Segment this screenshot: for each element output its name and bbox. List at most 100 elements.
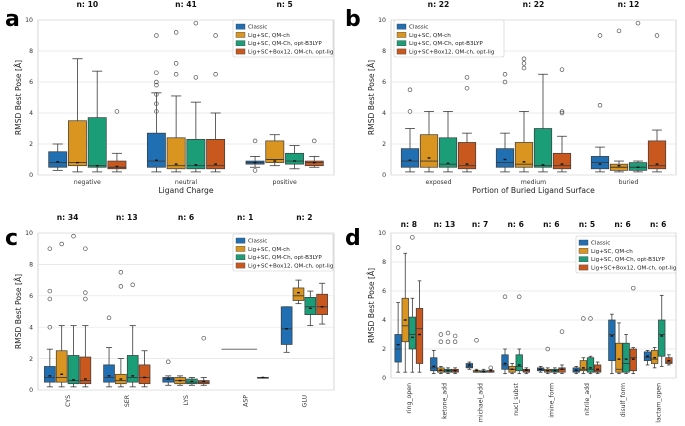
n-label: n: 6 bbox=[614, 220, 630, 229]
box bbox=[415, 308, 424, 364]
x-axis-label: Portion of Buried Ligand Surface bbox=[472, 186, 595, 195]
outlier-point bbox=[47, 324, 53, 330]
x-tick-label: nitrile_add bbox=[584, 383, 591, 416]
legend: Classic Lig+SC, QM-ch Lig+SC, QM-Ch, opt-B… bbox=[575, 235, 677, 274]
y-tick-label: 0 bbox=[382, 172, 386, 179]
outlier-point bbox=[597, 33, 603, 38]
box bbox=[292, 287, 305, 301]
n-label: n: 6 bbox=[650, 220, 666, 229]
chart-panel-a: 0 2 4 6 8 10 RMSD Best Pose [Å] Ligand Charge a n… bbox=[5, 0, 335, 195]
y-axis-label: RMSD Best Pose [Å] bbox=[14, 274, 23, 349]
mean-marker bbox=[610, 335, 614, 337]
mean-marker bbox=[72, 379, 75, 381]
n-label: n: 6 bbox=[543, 220, 559, 229]
y-tick-label: 4 bbox=[29, 110, 33, 117]
mean-marker bbox=[308, 307, 312, 310]
box bbox=[103, 364, 115, 383]
legend-swatch bbox=[235, 262, 246, 269]
outlier-point bbox=[118, 284, 124, 289]
n-label: n: 5 bbox=[276, 0, 292, 9]
mean-marker bbox=[107, 375, 111, 377]
legend-box bbox=[393, 19, 505, 58]
box bbox=[658, 319, 666, 357]
mean-marker bbox=[273, 160, 277, 162]
chart-panel-b: 0 2 4 6 8 10 RMSD Best Pose [Å] Portion of Buri… bbox=[345, 0, 677, 195]
outlier-point bbox=[154, 101, 159, 106]
x-tick-label: lactam_open bbox=[655, 383, 662, 423]
box bbox=[162, 377, 175, 383]
mean-marker bbox=[202, 380, 206, 383]
box bbox=[593, 364, 602, 373]
chart-panel-c: 0 2 4 6 8 10 RMSD Best Pose [Å] c n: 34 CYS n: 13 S… bbox=[5, 213, 335, 407]
legend-label: Lig+SC, QM-Ch, opt-B3LYP bbox=[248, 41, 322, 47]
mean-marker bbox=[56, 161, 60, 163]
outlier-point bbox=[445, 330, 451, 336]
x-tick-label: positive bbox=[273, 179, 297, 186]
mean-marker bbox=[667, 359, 671, 362]
box bbox=[628, 162, 648, 171]
legend-swatch bbox=[235, 40, 246, 46]
box bbox=[107, 160, 127, 170]
mean-marker bbox=[194, 164, 198, 166]
mean-marker bbox=[510, 368, 514, 370]
x-tick-label: CYS bbox=[65, 395, 72, 407]
mean-marker bbox=[503, 158, 507, 161]
outlier-point bbox=[59, 241, 64, 247]
mean-marker bbox=[76, 161, 79, 164]
mean-marker bbox=[624, 358, 628, 360]
chart-panel-d: 0 2 4 6 8 10 RMSD Best Pose [Å] d n: 8 ring_open n… bbox=[345, 220, 677, 423]
legend-label: Lig+SC+Box12, QM-ch, opt-lig bbox=[248, 264, 334, 270]
outlier-point bbox=[559, 329, 565, 334]
legend-swatch bbox=[235, 23, 246, 30]
mean-marker bbox=[482, 370, 486, 373]
mean-marker bbox=[190, 380, 194, 383]
mean-marker bbox=[581, 367, 585, 369]
mean-marker bbox=[560, 163, 564, 165]
outlier-point bbox=[395, 245, 401, 250]
box bbox=[408, 316, 417, 350]
mean-marker bbox=[636, 166, 640, 168]
box bbox=[265, 140, 285, 163]
y-tick-label: 4 bbox=[29, 324, 33, 331]
y-tick-label: 4 bbox=[382, 110, 386, 117]
box bbox=[316, 293, 328, 315]
n-label: n: 22 bbox=[428, 0, 450, 9]
mean-marker bbox=[83, 378, 87, 380]
box bbox=[285, 152, 304, 165]
outlier-point bbox=[118, 270, 124, 275]
outlier-point bbox=[213, 33, 218, 38]
box bbox=[501, 354, 509, 370]
y-axis-label: RMSD Best Pose [Å] bbox=[367, 60, 376, 135]
n-label: n: 2 bbox=[296, 213, 312, 222]
mean-marker bbox=[95, 165, 99, 167]
y-tick-label: 8 bbox=[29, 48, 33, 55]
outlier-point bbox=[445, 339, 451, 345]
legend-swatch bbox=[578, 239, 589, 246]
panel-letter: d bbox=[345, 226, 361, 251]
outlier-point bbox=[114, 109, 120, 114]
box bbox=[552, 152, 572, 170]
box bbox=[650, 350, 659, 364]
x-tick-label: buried bbox=[619, 179, 639, 186]
x-tick-label: negative bbox=[74, 179, 101, 186]
y-tick-label: 6 bbox=[382, 79, 386, 86]
box bbox=[394, 334, 402, 363]
x-axis-label: Ligand Charge bbox=[158, 186, 213, 195]
x-tick-label: disulf_form bbox=[620, 383, 627, 417]
legend-box bbox=[232, 19, 334, 58]
outlier-point bbox=[502, 79, 508, 85]
x-tick-label: nucl_subst bbox=[513, 382, 520, 415]
outlier-point bbox=[252, 168, 258, 173]
mean-marker bbox=[155, 159, 158, 161]
y-tick-label: 8 bbox=[382, 48, 386, 55]
n-label: n: 6 bbox=[508, 220, 524, 229]
box bbox=[87, 117, 107, 168]
legend-label: Classic bbox=[248, 239, 267, 245]
outlier-point bbox=[47, 296, 53, 302]
box bbox=[206, 139, 226, 170]
mean-marker bbox=[553, 370, 557, 372]
legend-swatch bbox=[578, 248, 589, 254]
mean-marker bbox=[214, 163, 217, 165]
outlier-point bbox=[106, 315, 112, 321]
mean-marker bbox=[465, 163, 469, 165]
